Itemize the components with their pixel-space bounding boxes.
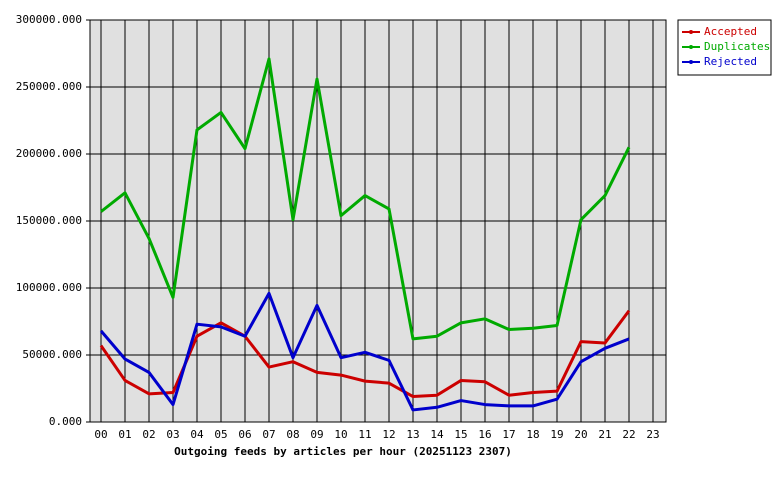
plot-frame [89, 19, 667, 423]
x-tick-label: 05 [214, 428, 227, 441]
series-line [100, 57, 631, 341]
x-tick-label: 23 [646, 428, 659, 441]
x-tick-label: 08 [286, 428, 299, 441]
legend-marker [689, 45, 693, 49]
legend-label: Rejected [704, 55, 757, 68]
x-tick-label: 10 [334, 428, 347, 441]
x-tick-label: 04 [190, 428, 204, 441]
x-tick-label: 12 [382, 428, 395, 441]
x-tick-label: 03 [166, 428, 179, 441]
y-tick-label: 0.000 [49, 415, 82, 428]
y-tick-label: 200000.000 [16, 147, 82, 160]
y-tick-label: 50000.000 [22, 348, 82, 361]
legend-label: Duplicates [704, 40, 770, 53]
x-tick-label: 02 [142, 428, 155, 441]
x-tick-label: 00 [94, 428, 107, 441]
x-tick-label: 06 [238, 428, 251, 441]
y-tick-label: 300000.000 [16, 13, 82, 26]
x-tick-label: 13 [406, 428, 419, 441]
x-tick-label: 07 [262, 428, 275, 441]
x-tick-label: 15 [454, 428, 467, 441]
y-tick-label: 250000.000 [16, 80, 82, 93]
x-tick-label: 11 [358, 428, 371, 441]
chart-title: Outgoing feeds by articles per hour (202… [174, 445, 512, 458]
legend-label: Accepted [704, 25, 757, 38]
legend-marker [689, 60, 693, 64]
x-tick-label: 19 [550, 428, 563, 441]
x-tick-label: 16 [478, 428, 491, 441]
legend-marker [689, 30, 693, 34]
x-tick-label: 21 [598, 428, 611, 441]
y-tick-label: 100000.000 [16, 281, 82, 294]
x-tick-label: 18 [526, 428, 539, 441]
x-tick-label: 09 [310, 428, 323, 441]
y-tick-label: 150000.000 [16, 214, 82, 227]
x-tick-label: 01 [118, 428, 131, 441]
x-tick-label: 20 [574, 428, 587, 441]
x-tick-label: 22 [622, 428, 635, 441]
x-tick-label: 17 [502, 428, 515, 441]
x-tick-label: 14 [430, 428, 444, 441]
series-line [99, 291, 630, 412]
